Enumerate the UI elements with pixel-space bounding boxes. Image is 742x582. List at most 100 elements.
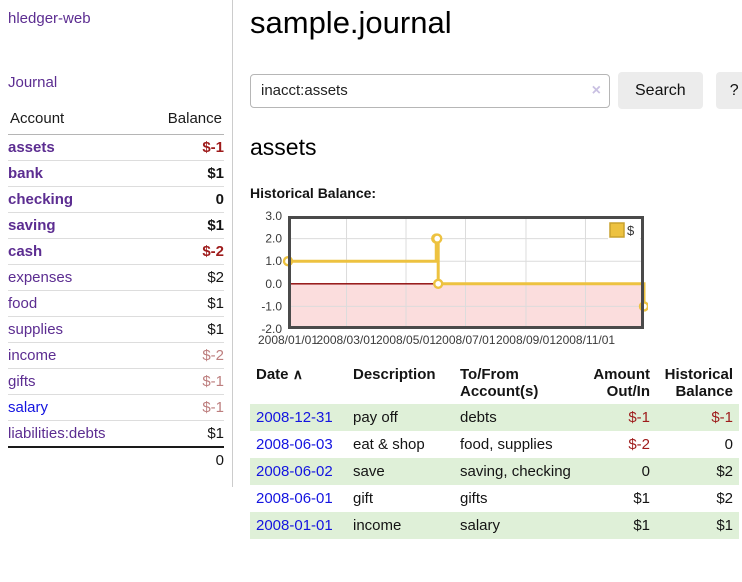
svg-text:$: $ [627, 223, 635, 238]
app-window: hledger-web Journal Account Balance asse… [0, 0, 742, 559]
brand-link[interactable]: hledger-web [8, 10, 91, 27]
register-row: 2008-06-03 eat & shop food, supplies $-2 0 [250, 431, 739, 458]
transaction-amount: $1 [633, 490, 650, 507]
transaction-date-link[interactable]: 2008-06-03 [256, 436, 333, 453]
search-input[interactable] [250, 73, 610, 108]
account-title: assets [250, 134, 317, 160]
account-balance: $1 [143, 160, 224, 187]
register-header-date[interactable]: Date ∧ [250, 362, 347, 404]
register-row: 2008-06-02 save saving, checking 0 $2 [250, 458, 739, 485]
accounts-total-value: 0 [143, 446, 224, 473]
search-bar: × Search ? [250, 72, 742, 109]
help-button[interactable]: ? [715, 72, 742, 109]
transaction-balance: 0 [724, 436, 733, 453]
account-row: liabilities:debts $1 [8, 420, 224, 447]
account-balance: $1 [143, 290, 224, 317]
account-row: food $1 [8, 290, 224, 317]
sidebar: hledger-web Journal Account Balance asse… [0, 0, 233, 487]
register-row: 2008-12-31 pay off debts $-1 $-1 [250, 404, 739, 431]
balance-chart[interactable]: $3.0 2.0 1.0 0.0 -1.0 -2.0 2008/01/01 2008/03/0… [250, 208, 650, 348]
account-balance: $1 [143, 212, 224, 239]
transaction-accounts: salary [460, 517, 501, 534]
account-link[interactable]: bank [8, 165, 44, 182]
transaction-balance: $1 [716, 517, 733, 534]
sort-asc-icon: ∧ [292, 366, 303, 382]
svg-text:2008/03/01: 2008/03/01 [316, 333, 376, 347]
account-link[interactable]: supplies [8, 321, 64, 338]
accounts-header-balance: Balance [143, 106, 224, 135]
account-link[interactable]: cash [8, 243, 43, 260]
account-link[interactable]: expenses [8, 269, 73, 286]
account-link[interactable]: income [8, 347, 57, 364]
transaction-description: income [353, 517, 402, 534]
account-row: gifts $-1 [8, 368, 224, 395]
account-balance: $-2 [143, 238, 224, 265]
account-balance: $-1 [202, 139, 224, 156]
sidebar-item-journal[interactable]: Journal [8, 74, 58, 91]
account-link[interactable]: checking [8, 191, 74, 208]
account-row: salary $-1 [8, 394, 224, 421]
svg-text:0.0: 0.0 [265, 277, 282, 291]
transaction-date-link[interactable]: 2008-01-01 [256, 517, 333, 534]
transaction-balance: $-1 [711, 409, 733, 426]
register-header-date-label: Date [256, 366, 289, 383]
clear-search-icon[interactable]: × [591, 81, 601, 99]
accounts-total-row: 0 [8, 446, 224, 473]
account-balance: $-1 [143, 394, 224, 421]
svg-text:-1.0: -1.0 [261, 299, 282, 313]
register-row: 2008-01-01 income salary $1 $1 [250, 512, 739, 539]
page-title: sample.journal [250, 5, 452, 40]
transaction-description: gift [353, 490, 374, 507]
svg-text:2008/05/01: 2008/05/01 [376, 333, 436, 347]
svg-text:2.0: 2.0 [265, 232, 282, 246]
transaction-date-link[interactable]: 2008-06-01 [256, 490, 333, 507]
transaction-accounts: saving, checking [460, 463, 571, 480]
account-link[interactable]: salary [8, 399, 49, 416]
transaction-description: save [353, 463, 385, 480]
account-link[interactable]: assets [8, 139, 55, 156]
account-link[interactable]: gifts [8, 373, 36, 390]
transaction-amount: $-2 [628, 436, 650, 453]
svg-text:2008/09/01: 2008/09/01 [496, 333, 556, 347]
svg-text:2008/07/01: 2008/07/01 [435, 333, 495, 347]
account-row: cash $-2 [8, 238, 224, 265]
search-button[interactable]: Search [618, 72, 703, 109]
transaction-balance: $2 [716, 490, 733, 507]
account-row: checking 0 [8, 186, 224, 213]
svg-text:1.0: 1.0 [265, 254, 282, 268]
transaction-date-link[interactable]: 2008-12-31 [256, 409, 333, 426]
transaction-accounts: debts [460, 409, 497, 426]
chart-title: Historical Balance: [250, 185, 377, 201]
search-box: × [250, 73, 610, 108]
svg-text:2008/11/01: 2008/11/01 [556, 333, 615, 347]
transaction-date-link[interactable]: 2008-06-02 [256, 463, 333, 480]
accounts-header-account: Account [8, 106, 144, 135]
account-row: supplies $1 [8, 316, 224, 343]
account-balance: $-1 [143, 368, 224, 395]
transaction-accounts: gifts [460, 490, 488, 507]
account-row: saving $1 [8, 212, 224, 239]
account-link[interactable]: saving [8, 217, 56, 234]
register-header-balance: Historical Balance [664, 366, 733, 400]
account-balance: $2 [143, 264, 224, 291]
register-row: 2008-06-01 gift gifts $1 $2 [250, 485, 739, 512]
transaction-amount: $-1 [628, 409, 650, 426]
register-header-accounts: To/From Account(s) [460, 366, 539, 400]
transaction-balance: $2 [716, 463, 733, 480]
register-table: Date ∧ Description To/From Account(s) Am… [250, 362, 739, 539]
transaction-amount: $1 [633, 517, 650, 534]
transaction-description: pay off [353, 409, 398, 426]
svg-text:2008/01/01: 2008/01/01 [258, 333, 318, 347]
account-link[interactable]: liabilities:debts [8, 425, 106, 442]
main-content: sample.journal × Search ? assets Histori… [233, 0, 742, 559]
transaction-amount: 0 [641, 463, 650, 480]
register-header-amount: Amount Out/In [593, 366, 650, 400]
account-balance: $1 [143, 316, 224, 343]
account-link[interactable]: food [8, 295, 38, 312]
account-row: bank $1 [8, 160, 224, 187]
svg-text:3.0: 3.0 [265, 209, 282, 223]
account-balance: $1 [143, 420, 224, 447]
svg-text:-2.0: -2.0 [261, 322, 282, 336]
register-header-description: Description [353, 366, 436, 383]
transaction-description: eat & shop [353, 436, 425, 453]
